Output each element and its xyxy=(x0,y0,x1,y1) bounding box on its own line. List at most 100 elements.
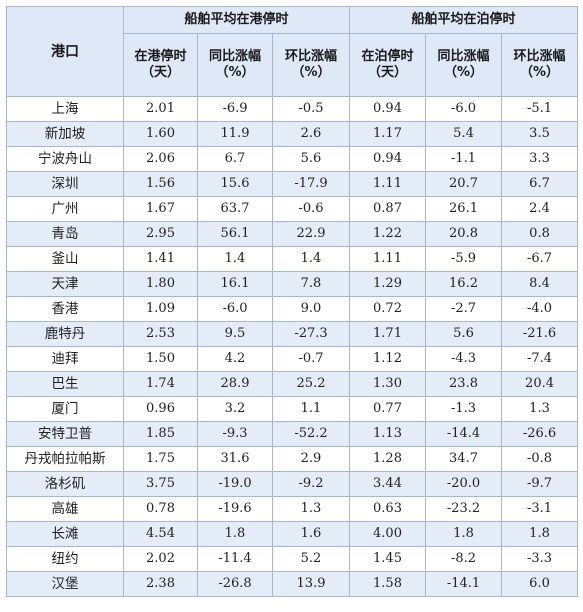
port-name-cell: 青岛 xyxy=(6,221,124,247)
port-stay-days-cell: 2.53 xyxy=(123,321,198,347)
port-mom-cell: 5.2 xyxy=(271,546,351,572)
port-stay-days-cell: 1.41 xyxy=(123,246,198,272)
column-unit: （%） xyxy=(291,65,331,80)
port-name-cell: 釜山 xyxy=(6,246,124,272)
port-yoy-cell: 11.9 xyxy=(197,121,273,147)
berth-mom-cell: 2.4 xyxy=(501,196,579,222)
berth-yoy-cell: -4.3 xyxy=(425,346,503,372)
berth-stay-group-header: 船舶平均在泊停时 xyxy=(349,6,579,34)
port-yoy-cell: -6.0 xyxy=(197,296,273,322)
berth-mom-cell: -5.1 xyxy=(501,96,579,122)
table-row: 丹戎帕拉帕斯 1.75 31.6 2.9 1.28 34.7 -0.8 xyxy=(6,446,579,472)
column-unit: （%） xyxy=(520,65,560,80)
port-yoy-cell: 31.6 xyxy=(197,446,273,472)
port-name-cell: 天津 xyxy=(6,271,124,297)
port-stay-group-header: 船舶平均在港停时 xyxy=(122,6,351,34)
port-yoy-cell: 4.2 xyxy=(197,346,273,372)
berth-yoy-cell: 20.7 xyxy=(425,171,503,197)
port-stay-days-cell: 1.56 xyxy=(123,171,198,197)
table-row: 高雄 0.78 -19.6 1.3 0.63 -23.2 -3.1 xyxy=(6,496,579,522)
table-row: 安特卫普 1.85 -9.3 -52.2 1.13 -14.4 -26.6 xyxy=(6,421,579,447)
berth-stay-days-header: 在泊停时 （天） xyxy=(349,33,427,97)
column-label: 环比涨幅 xyxy=(285,49,338,64)
port-mom-cell: 7.8 xyxy=(271,271,351,297)
port-name-cell: 香港 xyxy=(6,296,124,322)
berth-mom-cell: 20.4 xyxy=(501,371,579,397)
berth-mom-cell: -4.0 xyxy=(501,296,579,322)
berth-mom-cell: -0.8 xyxy=(501,446,579,472)
berth-mom-cell: 3.3 xyxy=(501,146,579,172)
berth-stay-days-cell: 1.12 xyxy=(349,346,427,372)
port-mom-cell: 22.9 xyxy=(271,221,351,247)
port-stay-days-cell: 1.80 xyxy=(123,271,198,297)
berth-stay-days-cell: 1.17 xyxy=(349,121,427,147)
port-mom-cell: -0.5 xyxy=(271,96,351,122)
berth-yoy-cell: -1.3 xyxy=(425,396,503,422)
port-stay-days-cell: 2.06 xyxy=(123,146,198,172)
berth-stay-days-cell: 1.30 xyxy=(349,371,427,397)
port-stay-days-cell: 1.75 xyxy=(123,446,198,472)
port-name-cell: 汉堡 xyxy=(6,571,124,597)
column-unit: （天） xyxy=(368,65,408,80)
berth-stay-days-cell: 1.11 xyxy=(349,246,427,272)
port-mom-cell: 13.9 xyxy=(271,571,351,597)
port-yoy-cell: -19.0 xyxy=(197,471,273,497)
column-label: 在泊停时 xyxy=(361,49,414,64)
port-mom-cell: -0.6 xyxy=(271,196,351,222)
berth-yoy-cell: 16.2 xyxy=(425,271,503,297)
port-yoy-cell: -19.6 xyxy=(197,496,273,522)
berth-yoy-cell: -5.9 xyxy=(425,246,503,272)
table-row: 新加坡 1.60 11.9 2.6 1.17 5.4 3.5 xyxy=(6,121,579,147)
berth-yoy-cell: -14.1 xyxy=(425,571,503,597)
port-column-header: 港口 xyxy=(6,6,124,97)
berth-mom-cell: -9.7 xyxy=(501,471,579,497)
port-mom-header: 环比涨幅 （%） xyxy=(271,33,351,97)
port-yoy-cell: 63.7 xyxy=(197,196,273,222)
table-row: 汉堡 2.38 -26.8 13.9 1.58 -14.1 6.0 xyxy=(6,571,579,597)
berth-yoy-cell: 26.1 xyxy=(425,196,503,222)
berth-yoy-cell: -6.0 xyxy=(425,96,503,122)
port-mom-cell: -52.2 xyxy=(271,421,351,447)
berth-stay-days-cell: 1.22 xyxy=(349,221,427,247)
column-label: 在港停时 xyxy=(134,49,187,64)
port-yoy-header: 同比涨幅 （%） xyxy=(197,33,273,97)
table-row: 深圳 1.56 15.6 -17.9 1.11 20.7 6.7 xyxy=(6,171,579,197)
berth-yoy-cell: -8.2 xyxy=(425,546,503,572)
port-stay-days-cell: 2.02 xyxy=(123,546,198,572)
berth-stay-days-cell: 4.00 xyxy=(349,521,427,547)
port-stay-days-cell: 2.95 xyxy=(123,221,198,247)
port-name-cell: 广州 xyxy=(6,196,124,222)
berth-mom-cell: -26.6 xyxy=(501,421,579,447)
port-name-cell: 新加坡 xyxy=(6,121,124,147)
berth-stay-days-cell: 1.28 xyxy=(349,446,427,472)
berth-mom-cell: 6.0 xyxy=(501,571,579,597)
port-yoy-cell: -26.8 xyxy=(197,571,273,597)
berth-stay-days-cell: 0.63 xyxy=(349,496,427,522)
port-name-cell: 纽约 xyxy=(6,546,124,572)
table-row: 巴生 1.74 28.9 25.2 1.30 23.8 20.4 xyxy=(6,371,579,397)
berth-mom-cell: 1.8 xyxy=(501,521,579,547)
port-mom-cell: -9.2 xyxy=(271,471,351,497)
port-yoy-cell: 3.2 xyxy=(197,396,273,422)
berth-yoy-cell: -2.7 xyxy=(425,296,503,322)
port-yoy-cell: 56.1 xyxy=(197,221,273,247)
table-row: 天津 1.80 16.1 7.8 1.29 16.2 8.4 xyxy=(6,271,579,297)
table-row: 宁波舟山 2.06 6.7 5.6 0.94 -1.1 3.3 xyxy=(6,146,579,172)
berth-stay-days-cell: 3.44 xyxy=(349,471,427,497)
berth-stay-days-cell: 0.94 xyxy=(349,146,427,172)
berth-stay-days-cell: 1.45 xyxy=(349,546,427,572)
berth-mom-cell: -21.6 xyxy=(501,321,579,347)
column-unit: （天） xyxy=(140,65,180,80)
table-header: 港口 船舶平均在港停时 船舶平均在泊停时 在港停时 （天） 同比涨幅 （%） 环比涨幅（… xyxy=(6,6,579,97)
port-yoy-cell: 1.4 xyxy=(197,246,273,272)
port-stay-days-cell: 1.60 xyxy=(123,121,198,147)
berth-stay-days-cell: 1.29 xyxy=(349,271,427,297)
port-stay-days-header: 在港停时 （天） xyxy=(123,33,198,97)
column-label: 同比涨幅 xyxy=(208,49,261,64)
berth-mom-cell: 3.5 xyxy=(501,121,579,147)
table-row: 鹿特丹 2.53 9.5 -27.3 1.71 5.6 -21.6 xyxy=(6,321,579,347)
berth-stay-days-cell: 0.77 xyxy=(349,396,427,422)
berth-stay-days-cell: 1.71 xyxy=(349,321,427,347)
port-stay-days-cell: 1.67 xyxy=(123,196,198,222)
port-mom-cell: 9.0 xyxy=(271,296,351,322)
